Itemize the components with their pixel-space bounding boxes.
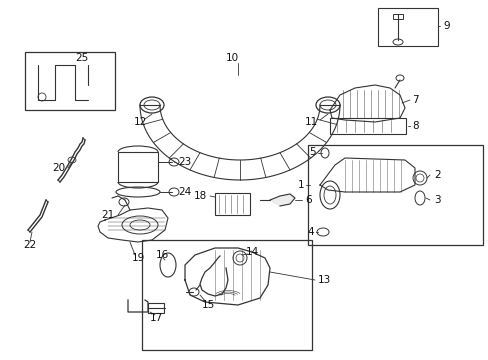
Text: 18: 18 — [193, 191, 206, 201]
Bar — [148, 303, 163, 313]
Bar — [392, 14, 402, 19]
Text: 2: 2 — [433, 170, 440, 180]
Bar — [377, 8, 437, 46]
Text: 5: 5 — [309, 147, 315, 157]
Text: 11: 11 — [304, 117, 317, 127]
Text: 10: 10 — [225, 53, 238, 63]
Text: 16: 16 — [155, 250, 168, 260]
Text: 20: 20 — [52, 163, 65, 173]
Text: 3: 3 — [433, 195, 440, 205]
Text: 8: 8 — [411, 121, 418, 131]
Bar — [142, 240, 311, 350]
Text: 22: 22 — [23, 240, 37, 250]
Text: 13: 13 — [317, 275, 330, 285]
Text: 15: 15 — [201, 300, 214, 310]
Text: 23: 23 — [178, 157, 191, 167]
Text: 19: 19 — [131, 253, 144, 263]
Bar — [118, 152, 158, 182]
Text: 12: 12 — [133, 117, 146, 127]
Text: 9: 9 — [442, 21, 448, 31]
Text: 1: 1 — [297, 180, 304, 190]
Text: 24: 24 — [178, 187, 191, 197]
Bar — [215, 193, 249, 215]
Text: 14: 14 — [245, 247, 258, 257]
Bar — [307, 145, 482, 245]
Polygon shape — [269, 194, 294, 206]
Bar — [25, 52, 115, 110]
Text: 4: 4 — [307, 227, 313, 237]
Text: 7: 7 — [411, 95, 418, 105]
Text: 21: 21 — [102, 210, 115, 220]
Bar — [329, 118, 405, 134]
Text: 17: 17 — [149, 313, 163, 323]
Text: 25: 25 — [75, 53, 88, 63]
Text: 6: 6 — [305, 195, 311, 205]
